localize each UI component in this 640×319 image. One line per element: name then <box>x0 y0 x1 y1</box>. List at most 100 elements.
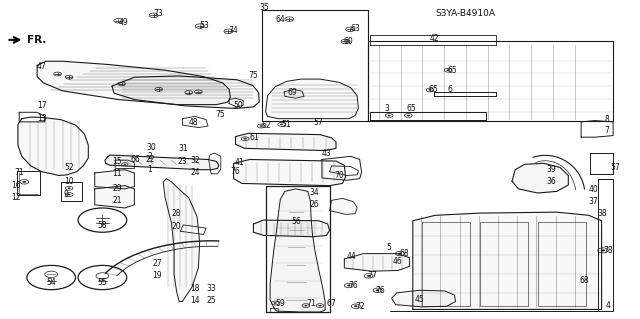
Circle shape <box>354 305 358 307</box>
Text: 14: 14 <box>190 296 200 305</box>
Text: 65: 65 <box>448 66 458 75</box>
Text: 61: 61 <box>250 133 259 142</box>
Text: 22: 22 <box>146 155 156 164</box>
Text: 34: 34 <box>310 188 319 197</box>
Circle shape <box>124 164 126 165</box>
Text: 3: 3 <box>384 104 389 113</box>
Text: 68: 68 <box>400 249 410 258</box>
Text: 29: 29 <box>113 184 122 193</box>
Text: 45: 45 <box>415 295 424 304</box>
Text: FR.: FR. <box>27 35 46 45</box>
Text: 32: 32 <box>190 156 200 165</box>
Bar <box>480 222 528 306</box>
Circle shape <box>407 115 410 116</box>
Circle shape <box>305 305 307 306</box>
Text: 51: 51 <box>282 120 291 129</box>
Text: 58: 58 <box>97 221 108 230</box>
Text: 21: 21 <box>113 197 122 205</box>
Polygon shape <box>163 179 200 301</box>
Text: 78: 78 <box>603 246 612 255</box>
Text: 30: 30 <box>146 143 156 152</box>
Text: 65: 65 <box>429 85 438 94</box>
Text: 11: 11 <box>113 169 122 178</box>
Text: S3YA-B4910A: S3YA-B4910A <box>435 9 495 18</box>
Text: 24: 24 <box>190 168 200 177</box>
Text: 75: 75 <box>248 71 258 80</box>
Circle shape <box>68 194 70 195</box>
Circle shape <box>376 289 380 291</box>
Text: 9: 9 <box>64 190 69 199</box>
Polygon shape <box>95 186 134 208</box>
Text: 2: 2 <box>147 152 152 161</box>
Text: 23: 23 <box>178 157 188 166</box>
Bar <box>538 222 586 306</box>
Text: 57: 57 <box>314 118 323 127</box>
Circle shape <box>68 188 70 189</box>
Text: 49: 49 <box>118 18 128 27</box>
Polygon shape <box>270 189 325 312</box>
Polygon shape <box>234 160 346 186</box>
Polygon shape <box>344 254 410 271</box>
Circle shape <box>347 285 351 286</box>
Circle shape <box>367 275 371 277</box>
Text: 50: 50 <box>234 101 243 110</box>
Text: 37: 37 <box>589 197 598 206</box>
Polygon shape <box>105 155 219 170</box>
Text: 53: 53 <box>200 21 209 30</box>
Text: 39: 39 <box>547 165 556 174</box>
Text: 16: 16 <box>12 181 21 189</box>
Text: 25: 25 <box>207 296 216 305</box>
Text: 66: 66 <box>131 155 140 164</box>
Circle shape <box>274 302 276 304</box>
Text: 28: 28 <box>172 209 181 218</box>
Text: 46: 46 <box>393 257 403 266</box>
Text: 13: 13 <box>37 114 47 122</box>
Text: 40: 40 <box>589 185 598 194</box>
Bar <box>422 222 470 306</box>
Polygon shape <box>512 163 568 193</box>
Text: 74: 74 <box>228 26 238 35</box>
Text: 44: 44 <box>347 252 356 261</box>
Text: 38: 38 <box>598 209 607 218</box>
Text: 19: 19 <box>152 271 162 280</box>
Text: 71: 71 <box>306 299 316 308</box>
Text: 55: 55 <box>97 278 108 287</box>
Text: 57: 57 <box>611 163 620 172</box>
Polygon shape <box>330 198 357 214</box>
Text: 77: 77 <box>367 271 377 280</box>
Text: 26: 26 <box>310 200 319 209</box>
Polygon shape <box>37 61 230 105</box>
Circle shape <box>22 181 26 183</box>
Text: 62: 62 <box>261 121 271 130</box>
Text: 17: 17 <box>37 101 47 110</box>
Circle shape <box>447 70 449 71</box>
Text: 27: 27 <box>152 259 162 268</box>
Text: 36: 36 <box>547 177 556 186</box>
Text: 18: 18 <box>190 284 200 293</box>
Text: 41: 41 <box>235 158 244 167</box>
Text: 52: 52 <box>64 163 74 172</box>
Text: 72: 72 <box>355 302 365 311</box>
Circle shape <box>319 305 321 306</box>
Text: 31: 31 <box>178 145 188 153</box>
Text: 68: 68 <box>580 276 589 285</box>
Text: 75: 75 <box>216 110 225 119</box>
Text: 35: 35 <box>260 4 269 12</box>
Text: 5: 5 <box>386 243 391 252</box>
Text: 10: 10 <box>64 177 74 186</box>
Text: 59: 59 <box>275 299 285 308</box>
Text: 42: 42 <box>430 34 440 43</box>
Text: 4: 4 <box>605 301 611 310</box>
Text: 76: 76 <box>349 281 358 290</box>
Polygon shape <box>18 117 88 175</box>
Text: 33: 33 <box>207 284 216 293</box>
Polygon shape <box>413 212 602 309</box>
Circle shape <box>388 115 390 116</box>
Text: 64: 64 <box>275 15 285 24</box>
Text: 71: 71 <box>14 168 24 177</box>
Text: 56: 56 <box>291 217 301 226</box>
Text: 65: 65 <box>406 104 416 113</box>
Text: 60: 60 <box>343 37 353 46</box>
Text: 76: 76 <box>230 167 240 176</box>
Text: 76: 76 <box>376 286 385 295</box>
